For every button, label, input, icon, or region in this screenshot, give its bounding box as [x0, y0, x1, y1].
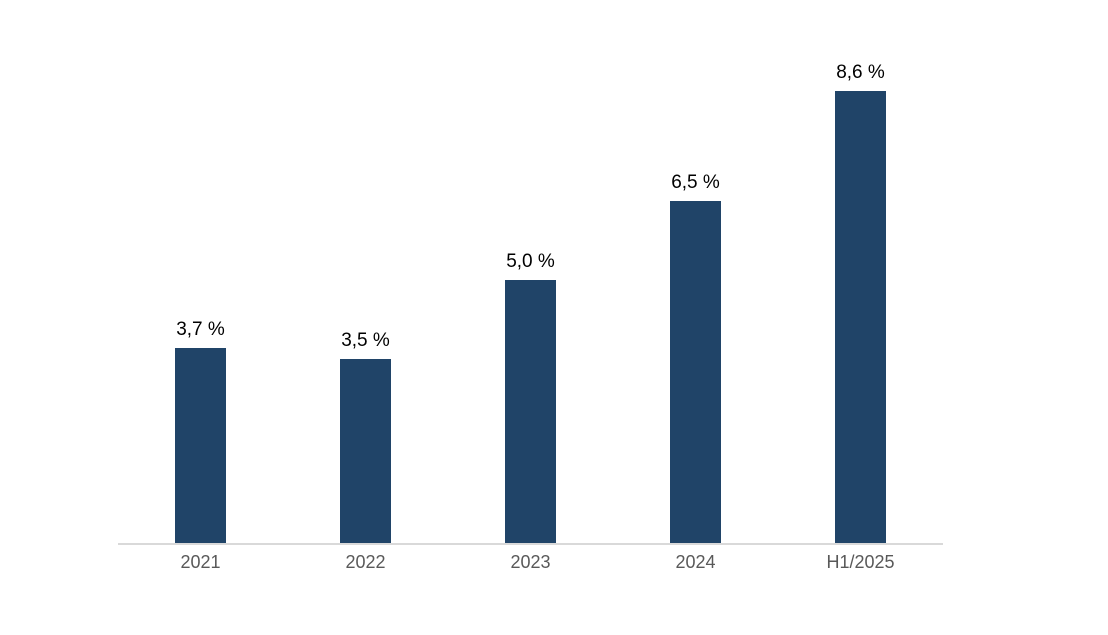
- x-axis-tick-label: 2024: [675, 552, 716, 572]
- x-axis-labels: 2021 2022 2023 2024 H1/2025: [118, 552, 943, 573]
- bar-group: 3,7 %: [175, 17, 226, 543]
- x-axis-tick-label: H1/2025: [826, 552, 895, 572]
- bar-value-label: 3,7 %: [176, 319, 225, 340]
- bar: [835, 91, 886, 543]
- bar-group: 6,5 %: [670, 17, 721, 543]
- bar-group: 8,6 %: [835, 17, 886, 543]
- plot-area: 3,7 % 3,5 % 5,0 % 6,5 % 8,6 %: [118, 17, 943, 545]
- bar-value-label: 3,5 %: [341, 330, 390, 351]
- x-axis-tick-label: 2021: [180, 552, 221, 572]
- bar-value-label: 6,5 %: [671, 172, 720, 193]
- x-axis-tick-label: 2022: [345, 552, 386, 572]
- bar: [505, 280, 556, 543]
- bar-value-label: 8,6 %: [836, 62, 885, 83]
- x-axis-tick-label: 2023: [510, 552, 551, 572]
- bar-group: 3,5 %: [340, 17, 391, 543]
- bar: [340, 359, 391, 543]
- bar-group: 5,0 %: [505, 17, 556, 543]
- bar: [670, 201, 721, 543]
- bar: [175, 348, 226, 543]
- bar-value-label: 5,0 %: [506, 251, 555, 272]
